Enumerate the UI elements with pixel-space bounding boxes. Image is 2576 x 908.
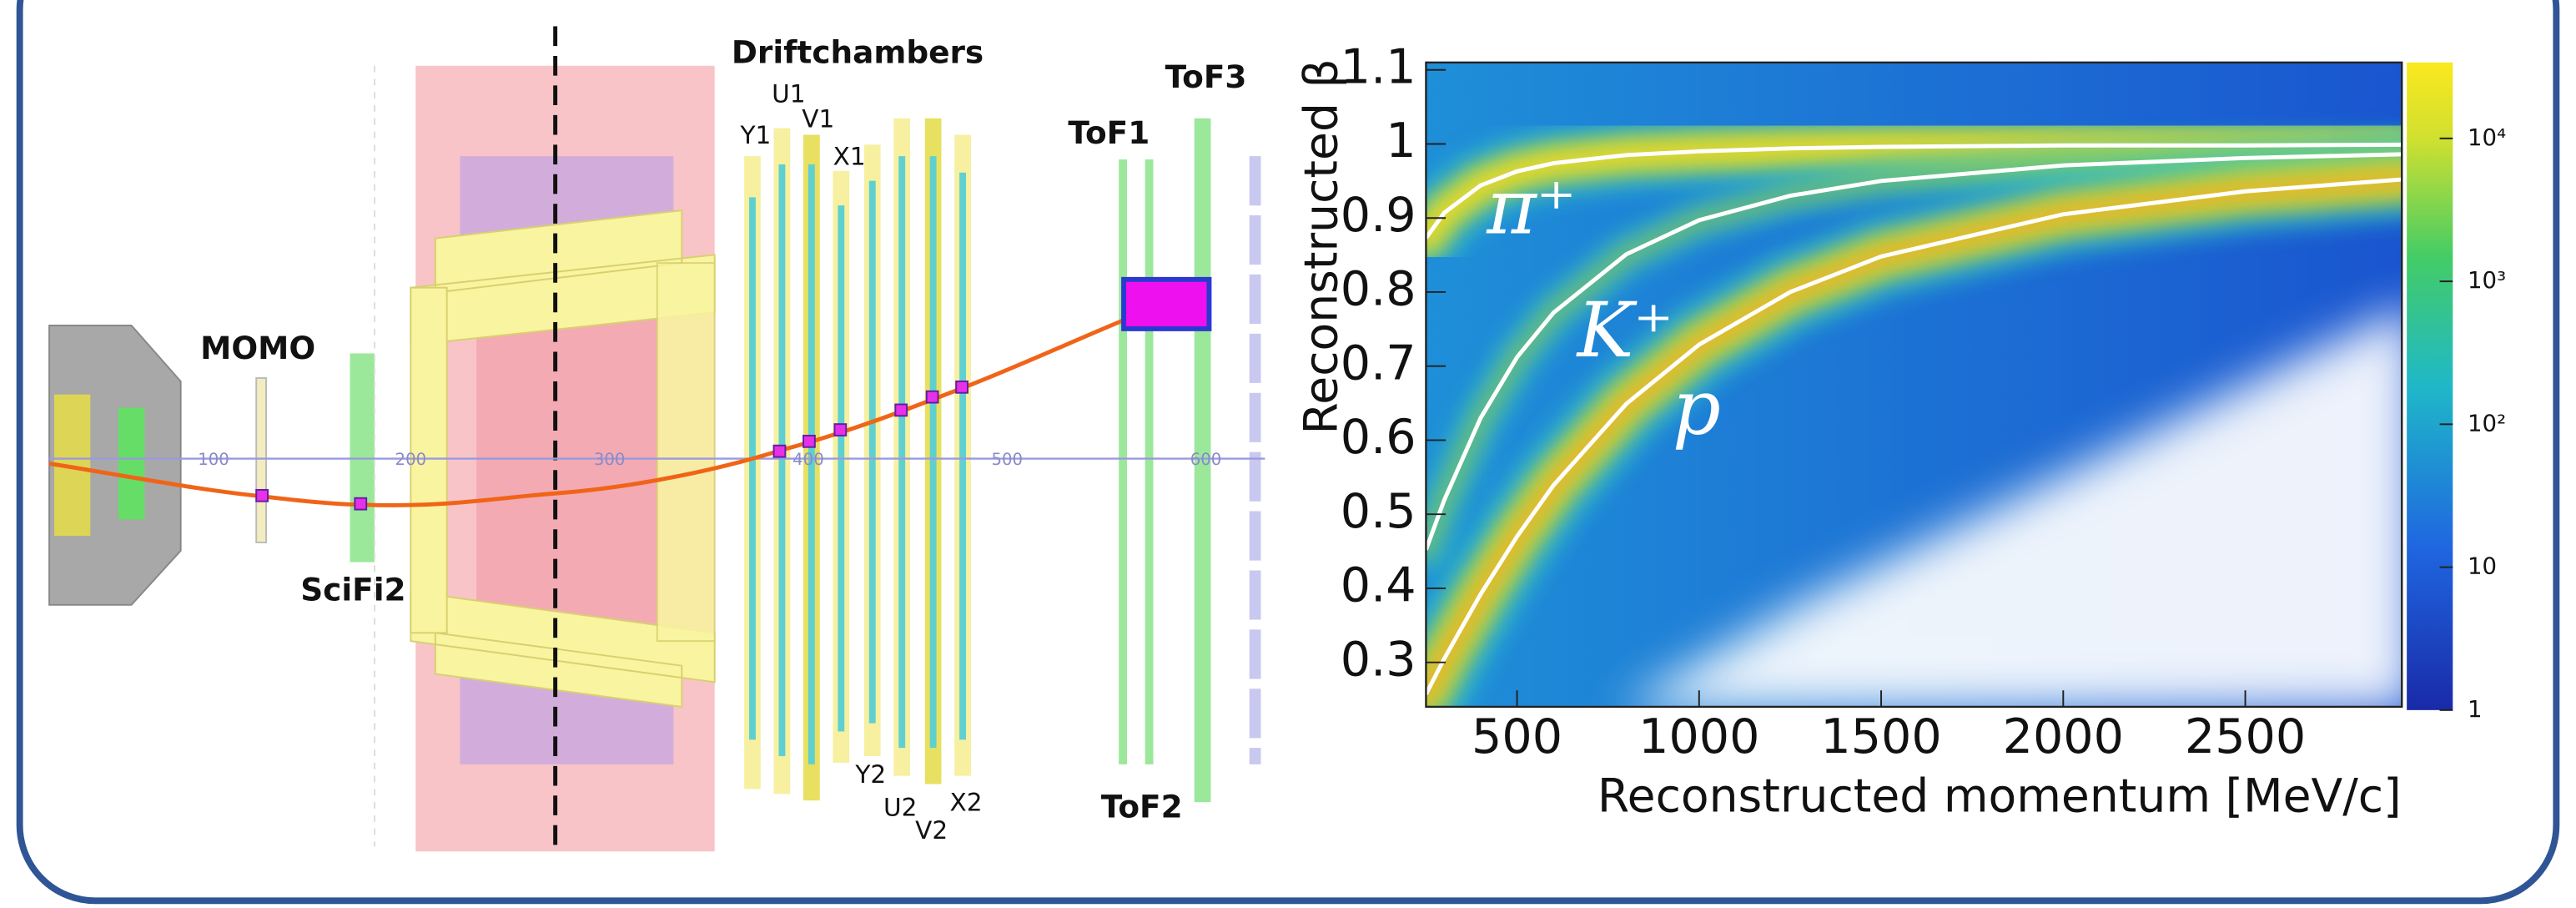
detector-label: ToF1 bbox=[1068, 114, 1150, 151]
y-tick-label: 0.5 bbox=[1341, 484, 1416, 539]
curve-label: p bbox=[1673, 365, 1721, 452]
plane-label: X1 bbox=[833, 143, 866, 171]
plane-label: Y2 bbox=[854, 760, 886, 789]
hit bbox=[833, 423, 848, 436]
tof1-plane bbox=[1119, 159, 1127, 764]
scale-label: 500 bbox=[991, 450, 1023, 469]
detector-diagram: Driftchambers Y1 U1 V1 X1 Y2 U2 V2 X2 MO… bbox=[48, 26, 1265, 855]
curve-label: K⁺ bbox=[1576, 287, 1673, 375]
hit bbox=[354, 497, 368, 511]
tof-hit bbox=[1121, 276, 1212, 331]
chamber-wire bbox=[749, 197, 756, 740]
detector-label: SciFi2 bbox=[300, 572, 405, 608]
curve bbox=[1424, 142, 2402, 240]
plane-label: Y1 bbox=[740, 121, 772, 149]
plane-label: U1 bbox=[772, 80, 805, 108]
hit bbox=[802, 434, 816, 448]
plane-label: V2 bbox=[915, 816, 948, 845]
curve-label: π⁺ bbox=[1486, 164, 1576, 251]
hit bbox=[925, 390, 939, 404]
scale-label: 200 bbox=[395, 450, 427, 469]
y-axis-title: Reconstructed β bbox=[1295, 58, 1348, 434]
x-tick-label: 2000 bbox=[2003, 709, 2124, 764]
chamber-wire bbox=[929, 156, 937, 749]
scale-label: 100 bbox=[198, 450, 229, 469]
curves: π⁺K⁺p bbox=[1424, 142, 2402, 695]
chamber-wire bbox=[898, 156, 906, 749]
y-tick-label: 0.7 bbox=[1341, 335, 1416, 391]
tof1-plane bbox=[1145, 159, 1154, 764]
colorbar-tick-label: 10³ bbox=[2468, 266, 2506, 294]
y-tick-label: 0.3 bbox=[1341, 632, 1416, 687]
scale-label: 400 bbox=[792, 450, 824, 469]
coil bbox=[410, 286, 448, 634]
scale-label: 600 bbox=[1190, 450, 1222, 469]
beta-momentum-chart: π⁺K⁺p Reconstructed momentum [MeV/c] Rec… bbox=[1295, 39, 2506, 823]
detector-label: MOMO bbox=[200, 330, 315, 366]
y-tick-label: 0.9 bbox=[1341, 188, 1416, 243]
x-tick-label: 1500 bbox=[1820, 709, 1941, 764]
plane-label: U2 bbox=[883, 794, 917, 822]
colorbar-tick-label: 10² bbox=[2468, 409, 2506, 436]
plane-label: X2 bbox=[949, 789, 982, 817]
coil bbox=[656, 262, 716, 643]
y-tick-label: 0.8 bbox=[1341, 262, 1416, 317]
y-tick-label: 0.6 bbox=[1341, 410, 1416, 465]
plane-label: V1 bbox=[802, 104, 834, 133]
hits bbox=[255, 380, 969, 511]
curve bbox=[1424, 152, 2402, 551]
chamber-wire bbox=[959, 172, 966, 740]
chamber-wire bbox=[808, 164, 815, 764]
diagram-title: Driftchambers bbox=[732, 33, 984, 70]
x-tick-label: 2500 bbox=[2185, 709, 2306, 764]
chamber-wire bbox=[778, 164, 786, 757]
scale-label: 300 bbox=[594, 450, 626, 469]
hit bbox=[255, 488, 269, 502]
plot-frame bbox=[1425, 61, 2403, 709]
detector-label: ToF3 bbox=[1165, 58, 1247, 95]
x-tick-label: 500 bbox=[1472, 709, 1562, 764]
y-tick-label: 1 bbox=[1386, 114, 1416, 169]
inner-detector bbox=[118, 407, 145, 520]
hit bbox=[772, 444, 787, 458]
x-tick-label: 1000 bbox=[1638, 709, 1759, 764]
colorbar-tick-label: 10⁴ bbox=[2468, 124, 2506, 151]
chamber-wire bbox=[838, 205, 845, 732]
hit bbox=[894, 403, 908, 417]
chamber-wire bbox=[868, 180, 876, 724]
x-axis-title: Reconstructed momentum [MeV/c] bbox=[1597, 769, 2402, 823]
y-tick-label: 1.1 bbox=[1341, 39, 1416, 94]
drift-chambers bbox=[744, 118, 971, 801]
hit bbox=[955, 380, 969, 394]
sparse-region bbox=[1623, 310, 2402, 707]
detector-label: ToF2 bbox=[1101, 789, 1183, 825]
curve bbox=[1424, 177, 2402, 695]
y-tick-label: 0.4 bbox=[1341, 558, 1416, 613]
colorbar-tick-label: 10 bbox=[2468, 552, 2497, 580]
colorbar bbox=[2407, 62, 2453, 710]
momo-plane bbox=[255, 377, 268, 543]
colorbar-tick-label: 1 bbox=[2468, 695, 2483, 723]
